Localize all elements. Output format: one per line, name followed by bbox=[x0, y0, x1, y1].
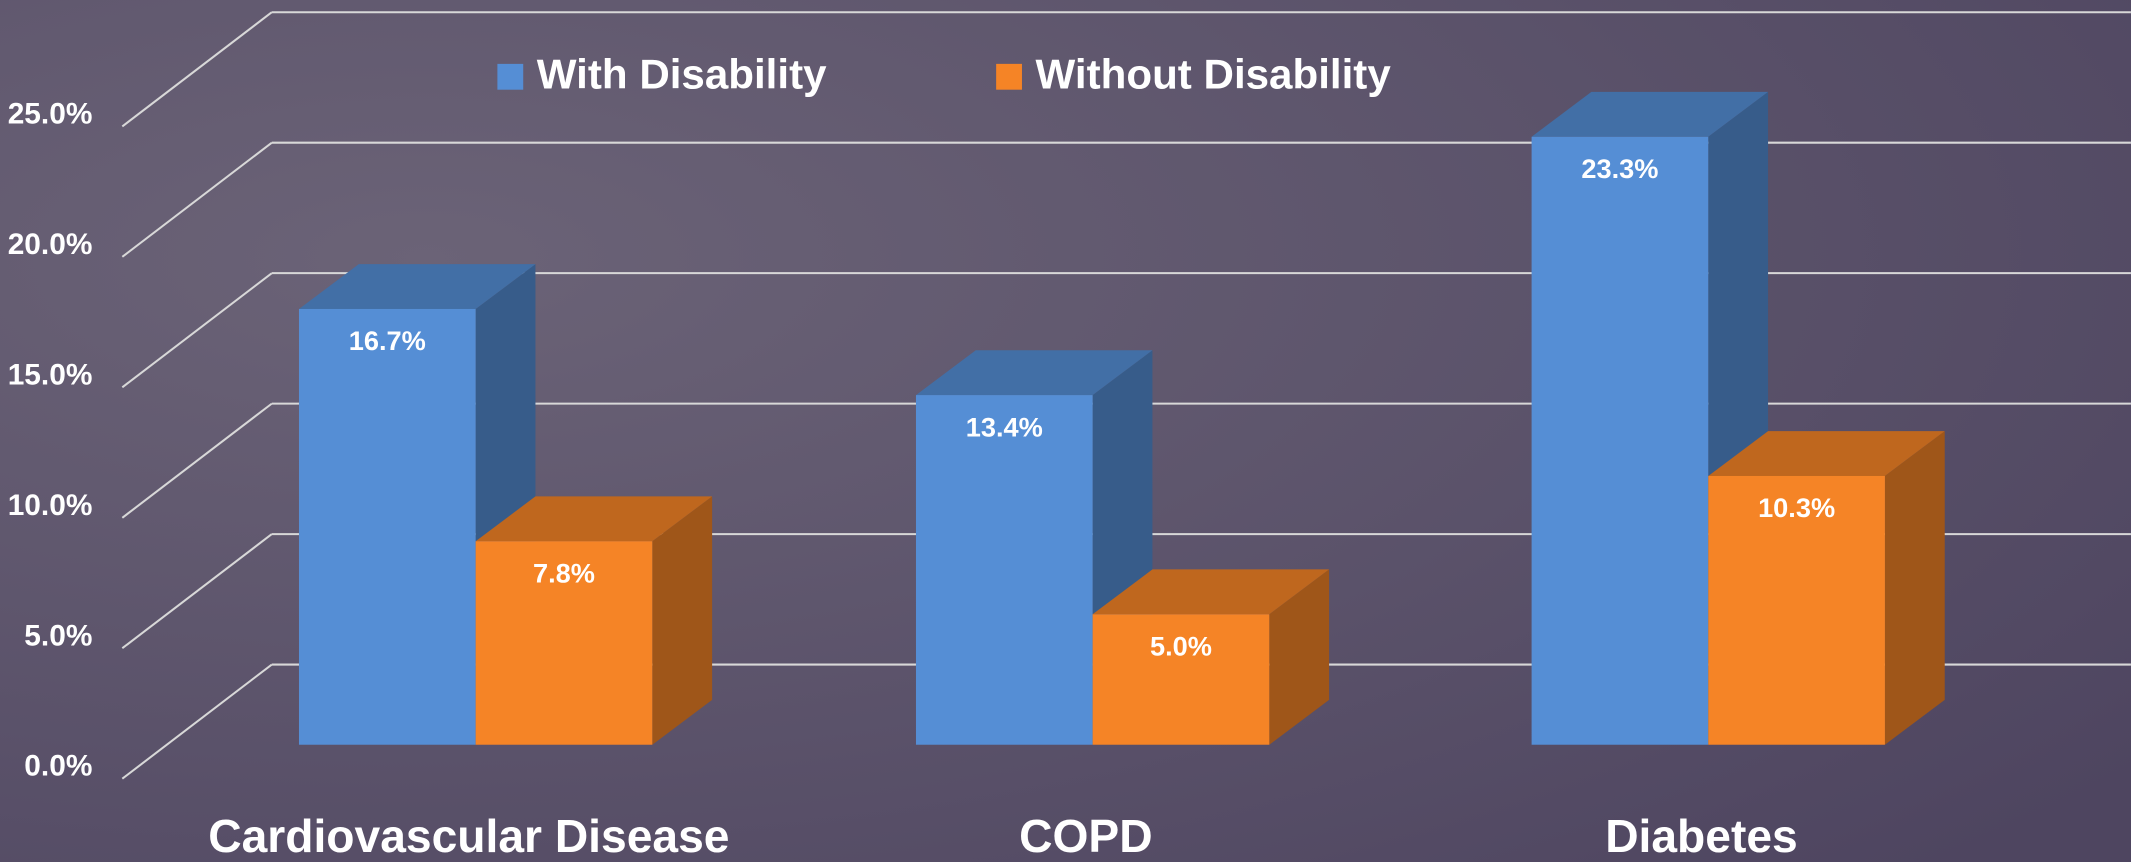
legend-swatch bbox=[996, 63, 1022, 90]
bar bbox=[475, 541, 653, 745]
x-tick-label: Cardiovascular Disease bbox=[208, 810, 729, 862]
y-tick-label: 15.0% bbox=[8, 358, 93, 391]
bar-top bbox=[475, 496, 713, 542]
bar bbox=[1531, 136, 1709, 745]
bar bbox=[1708, 475, 1885, 745]
bar-side bbox=[1884, 431, 1945, 745]
data-label: 16.7% bbox=[349, 325, 426, 356]
bar-top bbox=[1708, 431, 1945, 476]
data-label: 5.0% bbox=[1150, 630, 1212, 661]
x-tick-label: Diabetes bbox=[1605, 810, 1798, 862]
grid-line-diagonal bbox=[121, 533, 273, 650]
y-tick-label: 20.0% bbox=[8, 228, 93, 261]
legend-label: Without Disability bbox=[1036, 51, 1392, 98]
data-label: 23.3% bbox=[1581, 153, 1658, 184]
y-tick-label: 0.0% bbox=[24, 750, 92, 783]
data-label: 7.8% bbox=[533, 557, 595, 588]
bar bbox=[1092, 614, 1270, 745]
legend-label: With Disability bbox=[537, 51, 827, 98]
grid-line-diagonal bbox=[121, 272, 273, 389]
x-tick-label: COPD bbox=[1019, 810, 1152, 862]
bar-side bbox=[652, 496, 713, 745]
grid-line-diagonal bbox=[121, 11, 273, 128]
data-label: 10.3% bbox=[1758, 492, 1835, 523]
y-tick-label: 25.0% bbox=[8, 97, 93, 130]
bar bbox=[915, 395, 1093, 745]
bar-top bbox=[915, 350, 1153, 396]
y-tick-label: 5.0% bbox=[24, 619, 92, 652]
bar-top bbox=[298, 264, 536, 309]
bar-side bbox=[1269, 569, 1330, 745]
bar bbox=[298, 308, 476, 745]
grid-line-diagonal bbox=[121, 663, 273, 780]
grid-line-diagonal bbox=[121, 141, 273, 258]
data-label: 13.4% bbox=[966, 411, 1043, 442]
grid-line-diagonal bbox=[121, 402, 273, 519]
plot-area: 0.0% 5.0% 10.0% 15.0% 20.0% 25.0% Cardiovascul… bbox=[8, 11, 2131, 862]
legend-swatch bbox=[497, 63, 524, 90]
bar-top bbox=[1092, 569, 1330, 615]
y-tick-label: 10.0% bbox=[8, 489, 93, 522]
bar-top bbox=[1531, 91, 1769, 137]
